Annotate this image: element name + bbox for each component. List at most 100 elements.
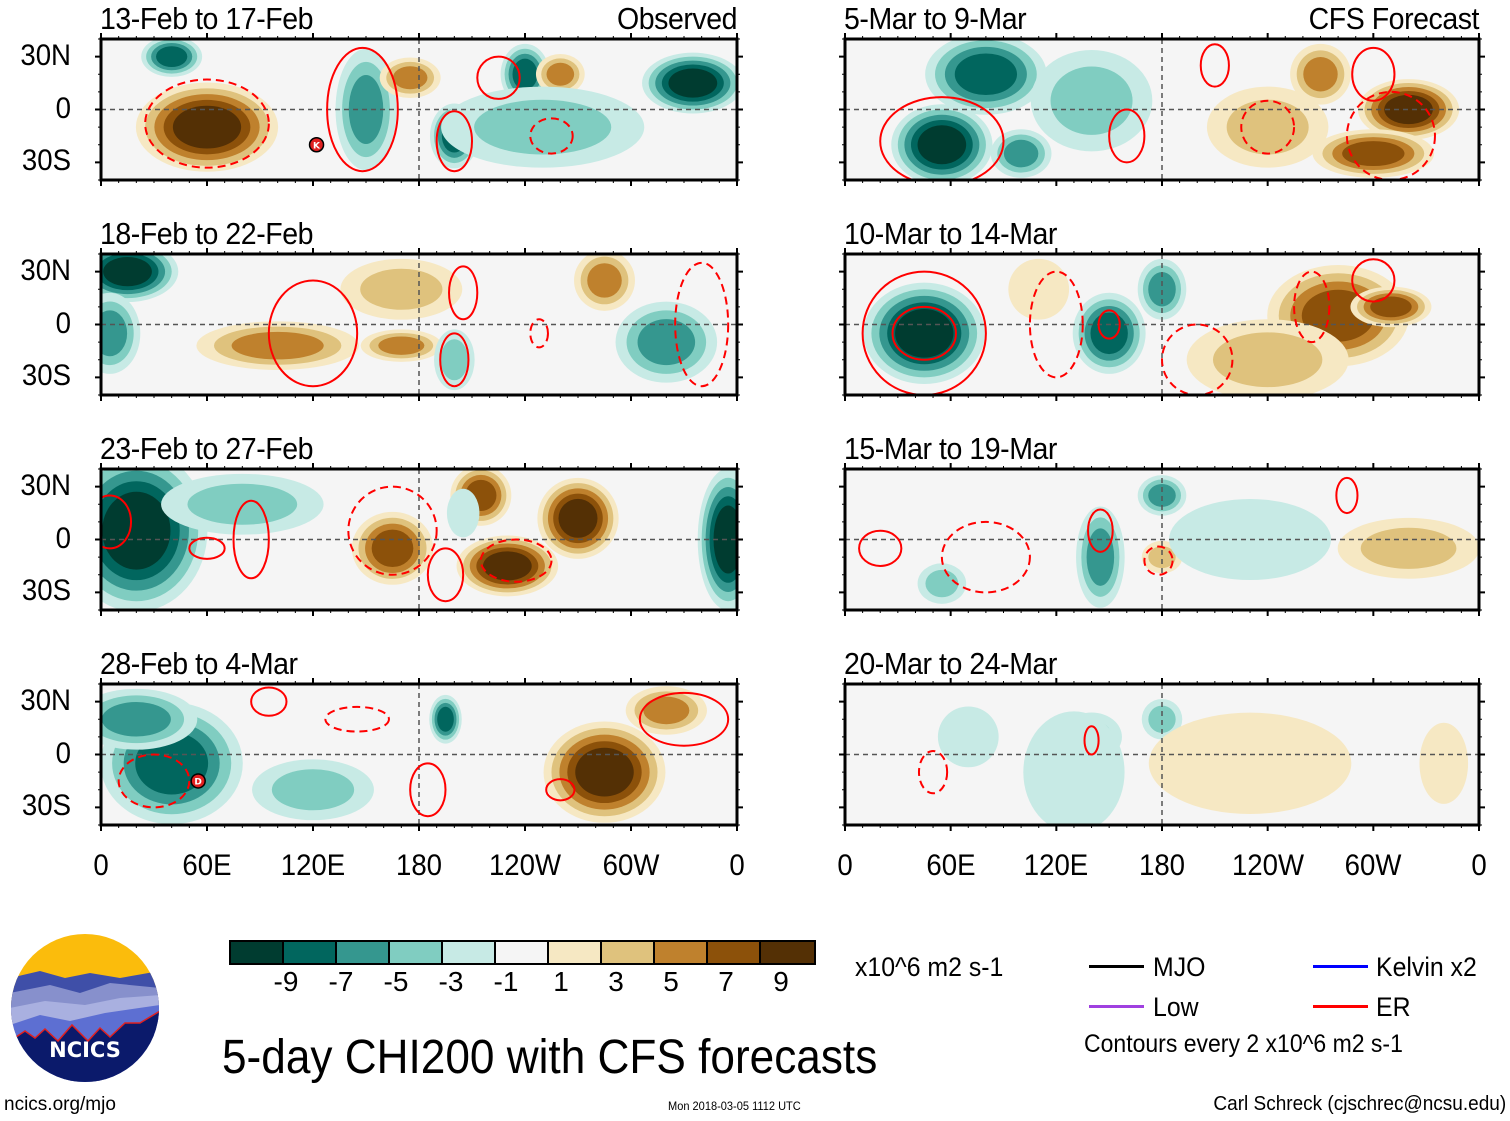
anomaly-blob	[440, 339, 469, 381]
map-panel-fc3	[839, 463, 1485, 616]
anomaly-blob	[575, 747, 634, 797]
colorbar-swatch	[708, 942, 761, 963]
anomaly-blob	[101, 310, 128, 357]
lon-label: 0	[93, 849, 109, 882]
lon-label: 120W	[488, 849, 562, 882]
anomaly-blob	[1148, 705, 1176, 733]
legend-line-er	[1313, 1005, 1368, 1008]
lon-label: 180	[395, 849, 443, 882]
panel-source-tag: Observed	[617, 1, 737, 36]
er-contour-negative	[1028, 270, 1084, 379]
legend-line-kelvin	[1313, 965, 1368, 968]
lon-label: 0	[1471, 849, 1487, 882]
anomaly-blob	[1419, 722, 1469, 804]
anomaly-blob	[437, 706, 454, 732]
er-contour-positive	[1199, 43, 1230, 88]
lon-label: 60W	[1344, 849, 1402, 882]
author-credit: Carl Schreck (cjschrec@ncsu.edu)	[1213, 1093, 1506, 1115]
er-contour-negative	[917, 749, 949, 795]
colorbar-tick-label: -7	[328, 966, 354, 997]
lon-label: 120W	[1231, 849, 1304, 882]
lon-label: 180	[1138, 849, 1186, 882]
colorbar-swatch	[337, 942, 390, 963]
colorbar-swatch	[284, 942, 337, 963]
lat-label: 0	[55, 521, 71, 555]
er-contour-negative	[479, 538, 553, 583]
map-panel-fc4	[839, 678, 1485, 831]
colorbar-tick-label: 3	[608, 966, 624, 997]
er-contour-positive	[435, 110, 474, 173]
colorbar-units: x10^6 m2 s-1	[855, 952, 1004, 982]
lon-label: 0	[729, 849, 745, 882]
anomaly-blob	[1370, 296, 1412, 318]
colorbar-swatch	[761, 942, 814, 963]
er-contour-positive	[267, 279, 359, 388]
anomaly-blob	[643, 696, 690, 725]
anomaly-blob	[1148, 712, 1352, 814]
panel-title: 18-Feb to 22-Feb	[100, 216, 314, 251]
storm-label: D	[194, 777, 201, 787]
map-panel-obs2	[95, 248, 743, 401]
er-contour-negative	[1143, 545, 1174, 576]
panel-title: 15-Mar to 19-Mar	[844, 431, 1057, 466]
map-panel-obs3	[95, 463, 743, 616]
lat-label: 30S	[21, 574, 71, 608]
anomaly-blob	[1148, 483, 1176, 507]
er-contour-positive	[409, 762, 447, 818]
anomaly-blob	[156, 46, 188, 68]
anomaly-blob	[1003, 139, 1039, 168]
colorbar-tick-label: 1	[553, 966, 569, 997]
colorbar-swatch	[602, 942, 655, 963]
er-contour-negative	[940, 520, 1031, 594]
er-contour-positive	[448, 265, 479, 321]
anomaly-blob	[1342, 141, 1405, 167]
er-contour-positive	[476, 55, 521, 100]
er-contour-positive	[638, 691, 730, 747]
legend-label-kelvin: Kelvin x2	[1376, 952, 1477, 982]
colorbar-tick-label: 7	[718, 966, 734, 997]
legend-label-er: ER	[1376, 992, 1411, 1022]
lon-label: 0	[837, 849, 853, 882]
colorbar-swatch	[655, 942, 708, 963]
map-panel-fc2	[839, 248, 1485, 401]
anomaly-blob	[512, 58, 538, 90]
lat-label: 30N	[20, 468, 71, 502]
anomaly-blob	[925, 569, 959, 598]
er-contour-negative	[144, 78, 270, 169]
er-contour-negative	[529, 318, 549, 349]
lat-label: 30S	[21, 144, 71, 178]
er-contour-negative	[529, 117, 574, 155]
er-contour-positive	[1087, 508, 1114, 553]
anomaly-blob	[1008, 258, 1070, 320]
lat-label: 30N	[20, 38, 71, 72]
er-contour-negative	[674, 261, 730, 388]
anomaly-blob	[954, 53, 1018, 96]
anomaly-blob	[392, 66, 428, 90]
lat-label: 0	[55, 306, 71, 340]
colorbar-swatch	[496, 942, 549, 963]
er-contour-positive	[426, 547, 465, 603]
anomaly-blob	[371, 529, 414, 568]
site-link[interactable]: ncics.org/mjo	[4, 1094, 116, 1115]
colorbar-tick-label: -3	[438, 966, 464, 997]
anomaly-blob	[1023, 711, 1125, 825]
lat-label: 30S	[21, 359, 71, 393]
anomaly-blob	[546, 62, 575, 86]
colorbar	[229, 940, 816, 965]
colorbar-swatch	[231, 942, 284, 963]
er-contour-positive	[861, 270, 987, 395]
anomaly-blob	[1212, 332, 1323, 388]
map-panel-fc1	[839, 33, 1485, 186]
panel-title: 13-Feb to 17-Feb	[100, 1, 314, 36]
colorbar-swatch	[390, 942, 443, 963]
anomaly-blob	[482, 551, 532, 581]
tropical-cyclone-icon: K	[308, 137, 325, 153]
ncics-logo-icon[interactable]: NCICS	[10, 933, 160, 1083]
anomaly-blob	[558, 498, 598, 538]
lat-label: 0	[55, 91, 71, 125]
legend-label-low: Low	[1153, 992, 1199, 1022]
page-title: 5-day CHI200 with CFS forecasts	[222, 1031, 878, 1084]
anomaly-blob	[271, 769, 355, 811]
anomaly-blob	[1148, 272, 1176, 307]
anomaly-blob	[103, 257, 152, 287]
